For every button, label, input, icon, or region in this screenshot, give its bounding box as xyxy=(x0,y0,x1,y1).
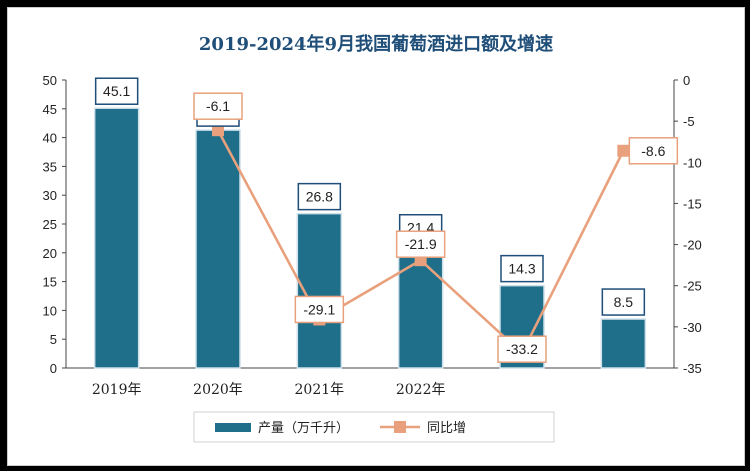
data-label-text: -8.6 xyxy=(641,143,665,159)
growth-point xyxy=(212,124,224,137)
right-tick-label: -15 xyxy=(683,196,702,211)
data-label: 45.1 xyxy=(94,77,139,105)
right-tick-label: 0 xyxy=(683,73,690,88)
data-label-text: 45.1 xyxy=(103,83,130,99)
right-tick-label: -10 xyxy=(683,155,702,170)
x-tick-label: 2022年 xyxy=(396,382,446,398)
data-label-box xyxy=(601,288,646,316)
data-label-text: -33.2 xyxy=(506,341,538,357)
data-label: 26.8 xyxy=(297,182,342,211)
axes: 0 5 10 15 20 25 30 35 40 45 50 0 -5 -10 -15 -20 -25 -30 -3… xyxy=(43,73,702,398)
bar xyxy=(600,318,647,369)
data-label-text: -6.1 xyxy=(206,98,230,114)
data-label-box xyxy=(193,92,243,120)
left-tick-label: 0 xyxy=(50,361,57,376)
left-tick-label: 35 xyxy=(43,159,57,174)
data-label-box xyxy=(497,335,547,363)
chart-frame: 2019-2024年9月我国葡萄酒进口额及增速 0 5 10 15 20 25 30 35 40… xyxy=(7,7,745,466)
right-tick-label: -30 xyxy=(683,320,702,335)
legend-box xyxy=(193,411,555,443)
left-tick-label: 45 xyxy=(43,102,57,117)
data-label-text: -29.1 xyxy=(303,301,335,317)
bars xyxy=(93,107,647,369)
data-label: -8.6 xyxy=(628,137,679,165)
left-tick-label: 5 xyxy=(50,332,57,347)
left-tick-label: 20 xyxy=(43,246,57,261)
right-tick-label: -5 xyxy=(683,114,695,129)
x-tick-label: 2021年 xyxy=(295,382,345,398)
data-label-box xyxy=(297,182,342,211)
left-tick-label: 15 xyxy=(43,275,57,290)
data-label: 8.5 xyxy=(601,288,646,316)
data-label: 14.3 xyxy=(500,254,544,283)
chart-title: 2019-2024年9月我国葡萄酒进口额及增速 xyxy=(199,33,553,55)
right-tick-label: -35 xyxy=(683,361,702,376)
left-tick-label: 50 xyxy=(43,73,57,88)
data-labels: 45.141.326.821.414.38.5-6.1-29.1-21.9-33… xyxy=(94,77,679,363)
data-label-text: 26.8 xyxy=(306,189,333,205)
chart: 2019-2024年9月我国葡萄酒进口额及增速 0 5 10 15 20 25 30 35 40… xyxy=(43,33,702,443)
data-label-box xyxy=(294,295,345,324)
data-label: -33.2 xyxy=(497,335,547,363)
left-tick-label: 30 xyxy=(43,188,57,203)
data-label-text: 14.3 xyxy=(508,261,535,277)
data-label: -6.1 xyxy=(193,92,243,120)
data-label-box xyxy=(94,77,139,105)
bar xyxy=(93,107,140,369)
legend-swatch-marker xyxy=(394,421,406,433)
right-tick-label: -25 xyxy=(683,279,702,294)
growth-point xyxy=(617,144,630,157)
data-label-text: -21.9 xyxy=(405,236,437,252)
right-tick-label: -20 xyxy=(683,238,702,253)
legend-label-line: 同比增 xyxy=(427,421,466,436)
x-tick-label: 2020年 xyxy=(193,382,243,398)
x-tick-label: 2019年 xyxy=(92,382,142,398)
data-label-box xyxy=(500,254,544,283)
bar xyxy=(195,129,241,369)
data-label-box xyxy=(395,230,446,258)
data-label: -29.1 xyxy=(294,295,345,324)
legend: 产量（万千升） 同比增 xyxy=(193,411,555,443)
legend-swatch-bar xyxy=(215,423,251,432)
data-label: -21.9 xyxy=(395,230,446,258)
legend-label-bar: 产量（万千升） xyxy=(258,421,349,436)
left-tick-label: 25 xyxy=(43,217,57,232)
left-tick-label: 40 xyxy=(43,131,57,146)
data-label-text: 8.5 xyxy=(614,294,634,310)
data-label-box xyxy=(628,137,679,165)
left-tick-label: 10 xyxy=(43,303,57,318)
